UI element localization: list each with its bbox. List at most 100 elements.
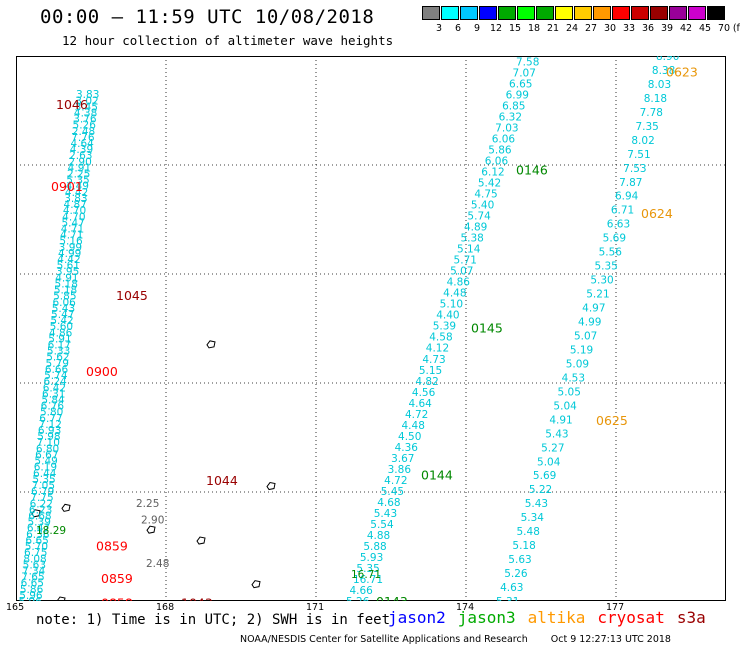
scale-swatch: [688, 6, 706, 20]
scale-swatch: [460, 6, 478, 20]
wave-value: 6.65: [509, 78, 532, 90]
wave-value: 5.39: [28, 517, 51, 529]
scale-swatch: [631, 6, 649, 20]
wave-value: 4.91: [68, 162, 91, 174]
legend-s3a: s3a: [676, 608, 706, 627]
scale-label: 24: [565, 23, 579, 34]
wave-height-map: 1012141618205.965.965.866.657.657.345.63…: [16, 56, 726, 601]
satellite-legend: jason2 jason3 altika cryosat s3a: [388, 608, 718, 627]
wave-value: 5.98: [37, 431, 60, 443]
wave-value: 6.24: [43, 376, 67, 388]
wave-value: 5.70: [25, 541, 48, 553]
wave-value: 5.07: [450, 266, 473, 278]
wave-value: 4.91: [55, 272, 78, 284]
wave-value: 6.12: [481, 167, 504, 179]
wave-value: 6.79: [31, 486, 54, 498]
scale-label: 70: [717, 23, 731, 34]
wave-value: 4.56: [412, 387, 436, 399]
wave-value: 6.19: [34, 462, 57, 474]
wave-value: 7.07: [513, 67, 536, 79]
wave-value: 4.86: [447, 277, 471, 289]
wave-value: 5.60: [50, 321, 73, 333]
scale-label: 6: [454, 23, 462, 34]
scale-label: 33: [622, 23, 636, 34]
island-outline: [146, 525, 156, 534]
wave-value: 5.30: [590, 275, 613, 287]
wave-value: 2.48: [146, 558, 169, 570]
wave-value: 4.72: [384, 475, 407, 487]
wave-value: 4.99: [58, 248, 81, 260]
wave-value: 2.90: [141, 514, 164, 526]
wave-value: 7.76: [71, 132, 95, 144]
island-outline: [266, 481, 276, 491]
wave-value: 4.71: [61, 223, 84, 235]
wave-value: 4.66: [349, 585, 373, 597]
wave-value: 6.22: [30, 498, 53, 510]
map-title: 00:00 – 11:59 UTC 10/08/2018: [40, 6, 375, 28]
wave-value: 4.63: [500, 582, 523, 594]
wave-value: 4.58: [429, 332, 452, 344]
wave-value: 5.35: [356, 563, 379, 575]
wave-value: 5.91: [48, 333, 71, 345]
wave-value: 5.86: [20, 584, 44, 596]
wave-value: 5.18: [54, 285, 77, 297]
wave-value: 4.49: [66, 181, 89, 193]
island-outline: [196, 536, 206, 545]
wave-value: 4.89: [464, 222, 487, 234]
wave-value: 5.42: [50, 315, 73, 327]
wave-value: 5.04: [553, 400, 577, 412]
wave-value: 6.65: [21, 578, 44, 590]
wave-value: 6.77: [39, 413, 62, 425]
wave-value: 5.74: [44, 370, 68, 382]
wave-value: 5.85: [53, 291, 76, 303]
wave-value: 5.21: [586, 289, 609, 301]
wave-value: 3.45: [75, 101, 98, 113]
map-canvas: 1012141618205.965.965.866.657.657.345.63…: [16, 56, 726, 601]
wave-value: 4.48: [402, 420, 425, 432]
scale-swatch: [574, 6, 592, 20]
wave-value: 5.27: [541, 442, 564, 454]
wave-value: 18.29: [36, 525, 66, 537]
wave-value: 16.71: [351, 569, 381, 581]
island-outline: [31, 509, 41, 518]
wave-value: 6.71: [611, 205, 634, 217]
scale-swatch: [669, 6, 687, 20]
time-label: 0146: [516, 162, 548, 177]
wave-value: 5.43: [52, 303, 75, 315]
scale-swatch: [555, 6, 573, 20]
island-outline: [56, 596, 66, 601]
wave-value: 4.40: [436, 310, 459, 322]
wave-value: 6.31: [42, 388, 65, 400]
scale-swatch: [536, 6, 554, 20]
wave-value: 6.75: [24, 547, 47, 559]
wave-value: 5.38: [460, 233, 483, 245]
wave-value: 3.83: [64, 193, 87, 205]
wave-value: 4.70: [63, 205, 86, 217]
wave-value: 5.62: [46, 352, 69, 364]
wave-value: 4.75: [474, 189, 497, 201]
lon-tick-label: 177: [606, 602, 625, 613]
wave-value: 5.42: [478, 178, 501, 190]
island-outline: [206, 340, 216, 349]
wave-value: 5.35: [66, 175, 89, 187]
wave-value: 6.94: [615, 191, 639, 203]
time-label: 0144: [421, 468, 453, 483]
wave-value: 7.05: [32, 480, 55, 492]
wave-value: 6.85: [502, 100, 525, 112]
wave-value: 5.34: [521, 512, 545, 524]
time-label: 0145: [471, 321, 503, 336]
wave-value: 5.07: [574, 330, 597, 342]
time-label: 0624: [641, 206, 673, 221]
wave-value: 5.43: [545, 428, 568, 440]
wave-value: 7.10: [37, 437, 60, 449]
scale-swatch: [441, 6, 459, 20]
wave-value: 5.96: [19, 590, 43, 601]
scale-label: 36: [641, 23, 655, 34]
wave-value: 5.10: [440, 299, 463, 311]
scale-swatch: [479, 6, 497, 20]
wave-value: 5.54: [370, 519, 394, 531]
wave-value: 5.39: [433, 321, 456, 333]
wave-value: 5.16: [59, 236, 83, 248]
footer-timestamp: Oct 9 12:27:13 UTC 2018: [550, 634, 671, 645]
wave-value: 4.99: [578, 317, 601, 329]
